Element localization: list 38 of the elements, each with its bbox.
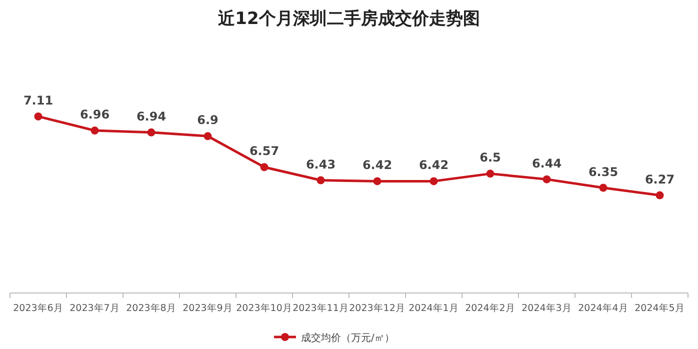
data-label: 6.5 — [480, 150, 501, 165]
x-tick-label: 2023年8月 — [126, 302, 176, 314]
x-tick-label: 2023年9月 — [182, 302, 233, 314]
x-tick-label: 2023年10月 — [236, 302, 292, 314]
x-tick-label: 2023年11月 — [292, 302, 349, 314]
data-label: 6.9 — [197, 113, 218, 128]
x-tick-label: 2024年5月 — [634, 302, 685, 314]
chart-title: 近12个月深圳二手房成交价走势图 — [217, 9, 480, 29]
x-tick-label: 2024年3月 — [522, 302, 572, 314]
point — [260, 163, 268, 172]
x-tick-label: 2023年6月 — [13, 302, 64, 314]
point — [486, 170, 494, 178]
data-label: 7.11 — [23, 93, 54, 108]
x-tick-label: 2024年4月 — [578, 302, 628, 314]
point — [373, 177, 382, 186]
point — [204, 132, 212, 140]
data-label: 6.43 — [306, 157, 336, 172]
data-label: 6.27 — [644, 172, 675, 186]
data-label: 6.35 — [588, 164, 618, 179]
x-tick-label: 2024年2月 — [465, 302, 516, 314]
point — [656, 191, 664, 200]
data-label: 6.44 — [532, 156, 562, 170]
point — [430, 177, 438, 186]
data-label: 6.96 — [80, 108, 110, 122]
point — [599, 184, 608, 192]
legend-label: 成交均价（万元/㎡） — [301, 332, 394, 344]
x-tick-label: 2024年1月 — [408, 302, 459, 314]
point — [34, 112, 42, 120]
data-label: 6.42 — [362, 158, 392, 172]
data-label: 6.42 — [418, 158, 449, 172]
point — [147, 128, 156, 136]
point — [90, 126, 99, 135]
x-tick-label: 2023年7月 — [70, 302, 120, 314]
point — [542, 175, 551, 184]
data-label: 6.94 — [136, 109, 166, 124]
data-label: 6.57 — [249, 144, 280, 158]
point — [316, 176, 325, 184]
x-tick-label: 2023年12月 — [349, 302, 406, 314]
